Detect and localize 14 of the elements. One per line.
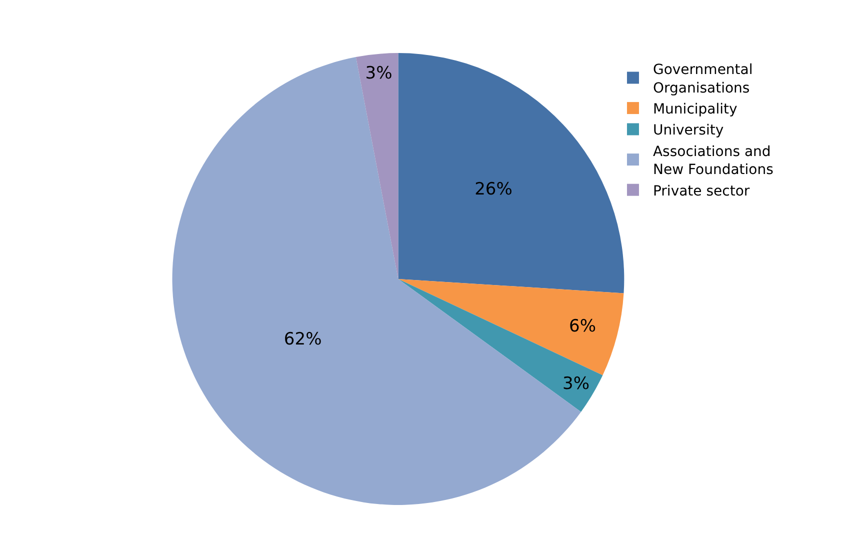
legend-label: Governmental Organisations [652,62,753,96]
pie-slice [398,279,624,376]
data-label: 3% [365,63,392,84]
legend-label: University [652,122,724,139]
data-label: 26% [474,180,512,200]
legend-label: Associations and New Foundations [652,144,774,178]
data-label: 3% [562,374,590,394]
data-label: 6% [569,316,596,336]
pie-slice [356,53,398,279]
legend-label: Municipality [652,102,738,118]
pie-slice [398,53,624,294]
pie-slice [398,279,603,412]
legend-label: Private sector [652,183,750,200]
data-label: 62% [284,330,322,350]
